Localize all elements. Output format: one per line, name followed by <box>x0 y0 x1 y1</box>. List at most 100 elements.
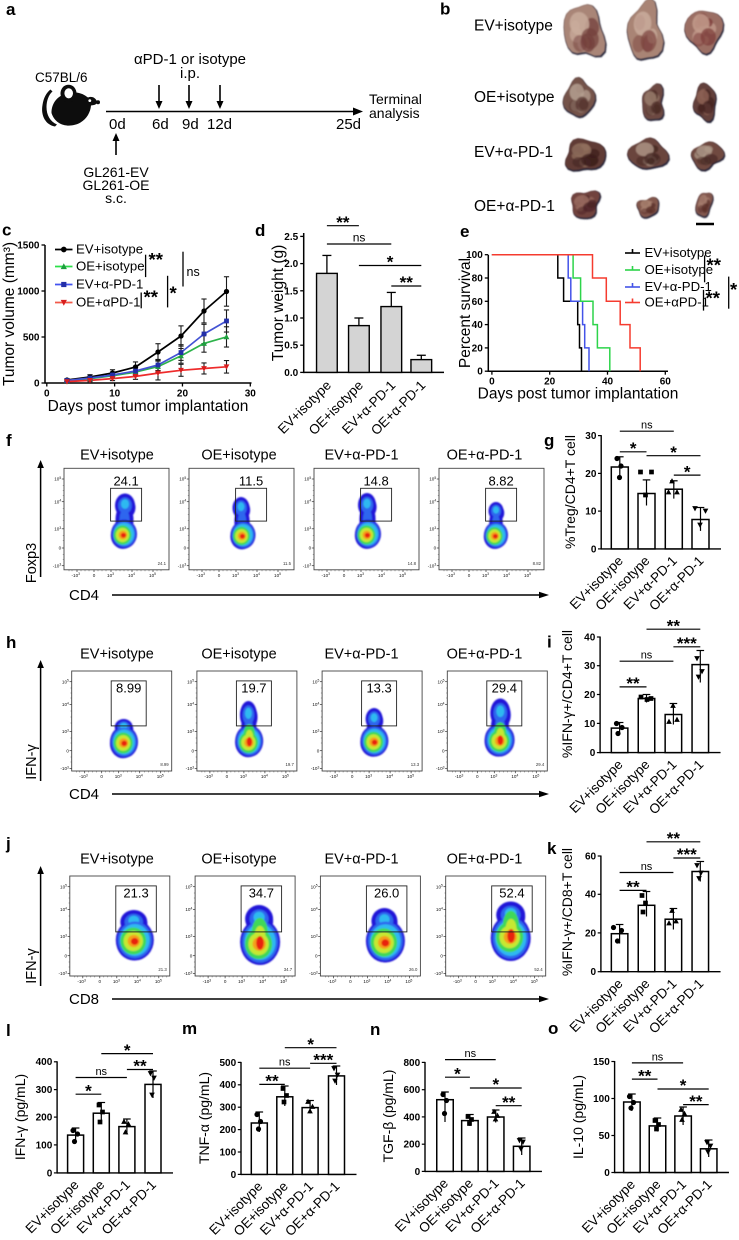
svg-text:**: ** <box>133 1057 147 1076</box>
svg-text:EV+isotype: EV+isotype <box>76 242 143 257</box>
svg-text:40: 40 <box>585 890 597 901</box>
svg-text:0: 0 <box>474 979 477 984</box>
svg-text:EV+α-PD-1: EV+α-PD-1 <box>324 852 398 868</box>
svg-text:104: 104 <box>128 572 135 578</box>
svg-text:0: 0 <box>44 389 50 400</box>
svg-text:2.0: 2.0 <box>284 259 298 270</box>
svg-text:**: ** <box>707 255 722 276</box>
svg-text:105: 105 <box>185 884 192 890</box>
svg-text:800: 800 <box>404 1058 421 1069</box>
svg-text:OE+isotype: OE+isotype <box>645 262 714 277</box>
svg-text:IL-10 (pg/mL): IL-10 (pg/mL) <box>570 1075 586 1159</box>
svg-text:26.0: 26.0 <box>409 967 418 972</box>
svg-text:104: 104 <box>511 773 518 779</box>
svg-text:104: 104 <box>185 906 192 912</box>
svg-text:104: 104 <box>436 906 443 912</box>
svg-text:%Treg/CD4+T cell: %Treg/CD4+T cell <box>562 435 578 549</box>
svg-text:GL261-OE: GL261-OE <box>83 177 150 193</box>
svg-text:104: 104 <box>378 572 385 578</box>
svg-text:**: ** <box>689 1092 703 1111</box>
svg-text:103: 103 <box>240 773 247 779</box>
svg-text:103: 103 <box>436 934 443 940</box>
svg-text:0: 0 <box>64 953 67 958</box>
svg-text:-103: -103 <box>197 572 206 578</box>
svg-text:**: ** <box>502 1093 516 1112</box>
svg-text:0: 0 <box>99 979 102 984</box>
svg-text:analysis: analysis <box>369 105 420 121</box>
svg-text:100: 100 <box>220 1147 237 1158</box>
svg-text:OE+isotype: OE+isotype <box>474 89 555 106</box>
svg-text:500: 500 <box>220 1058 237 1069</box>
svg-text:-103: -103 <box>447 572 456 578</box>
svg-text:103: 103 <box>107 572 114 578</box>
svg-text:60: 60 <box>585 851 597 862</box>
svg-text:105: 105 <box>155 978 162 984</box>
svg-text:-103: -103 <box>203 978 212 984</box>
svg-text:c: c <box>2 221 11 240</box>
svg-text:24.1: 24.1 <box>158 561 167 566</box>
svg-text:13.3: 13.3 <box>366 680 391 695</box>
svg-text:8.82: 8.82 <box>533 561 542 566</box>
svg-text:52.4: 52.4 <box>499 885 524 900</box>
svg-text:104: 104 <box>386 773 393 779</box>
svg-text:60: 60 <box>472 297 484 308</box>
svg-text:OE+isotype: OE+isotype <box>76 259 145 274</box>
svg-text:13.3: 13.3 <box>411 762 420 767</box>
svg-text:104: 104 <box>259 978 266 984</box>
svg-text:0: 0 <box>192 748 195 753</box>
svg-text:*: * <box>684 462 691 481</box>
svg-text:ns: ns <box>465 1048 477 1060</box>
svg-text:*: * <box>85 1081 92 1100</box>
svg-text:103: 103 <box>113 978 120 984</box>
svg-text:104: 104 <box>134 978 141 984</box>
svg-text:*: * <box>124 1041 131 1060</box>
svg-text:0.0: 0.0 <box>284 368 298 379</box>
svg-text:m: m <box>182 1019 197 1038</box>
svg-text:0: 0 <box>349 979 352 984</box>
svg-text:GL261-EV: GL261-EV <box>83 164 149 180</box>
svg-text:0: 0 <box>34 379 40 390</box>
svg-text:105: 105 <box>429 476 436 482</box>
svg-text:19.7: 19.7 <box>241 680 266 695</box>
svg-text:104: 104 <box>54 499 61 505</box>
svg-text:OE+α-PD-1: OE+α-PD-1 <box>447 852 523 868</box>
svg-text:20: 20 <box>472 343 484 354</box>
svg-text:-103: -103 <box>178 563 187 569</box>
svg-text:200: 200 <box>36 1113 53 1124</box>
svg-text:EV+isotype: EV+isotype <box>80 448 154 464</box>
svg-text:***: *** <box>313 1051 333 1070</box>
svg-text:100: 100 <box>36 1140 53 1151</box>
svg-text:l: l <box>6 1021 11 1040</box>
svg-text:CD8: CD8 <box>69 991 99 1008</box>
svg-text:104: 104 <box>62 701 69 707</box>
svg-text:-103: -103 <box>186 765 195 771</box>
svg-text:103: 103 <box>232 572 239 578</box>
svg-text:26.0: 26.0 <box>374 885 399 900</box>
svg-text:0: 0 <box>476 774 479 779</box>
svg-text:104: 104 <box>503 572 510 578</box>
svg-text:25d: 25d <box>336 116 361 133</box>
svg-text:105: 105 <box>149 572 156 578</box>
svg-text:104: 104 <box>253 572 260 578</box>
svg-text:0: 0 <box>604 1168 610 1179</box>
svg-text:b: b <box>440 0 450 19</box>
svg-text:f: f <box>6 431 12 450</box>
svg-text:j: j <box>5 834 11 853</box>
svg-text:0: 0 <box>66 748 69 753</box>
svg-text:103: 103 <box>438 729 445 735</box>
svg-text:200: 200 <box>220 1125 237 1136</box>
svg-text:20: 20 <box>585 928 597 939</box>
svg-text:0: 0 <box>343 573 346 578</box>
svg-text:104: 104 <box>429 499 436 505</box>
svg-text:105: 105 <box>60 884 67 890</box>
svg-text:0: 0 <box>489 377 495 388</box>
svg-text:CD4: CD4 <box>69 786 99 803</box>
svg-text:EV+α-PD-1: EV+α-PD-1 <box>324 448 398 464</box>
svg-text:Days post tumor implantation: Days post tumor implantation <box>48 398 249 415</box>
svg-text:11.5: 11.5 <box>283 561 292 566</box>
svg-text:*: * <box>680 1076 687 1095</box>
svg-text:105: 105 <box>311 884 318 890</box>
svg-text:-103: -103 <box>77 978 86 984</box>
svg-text:105: 105 <box>274 572 281 578</box>
svg-text:TNF-α (pg/mL): TNF-α (pg/mL) <box>196 1072 212 1164</box>
